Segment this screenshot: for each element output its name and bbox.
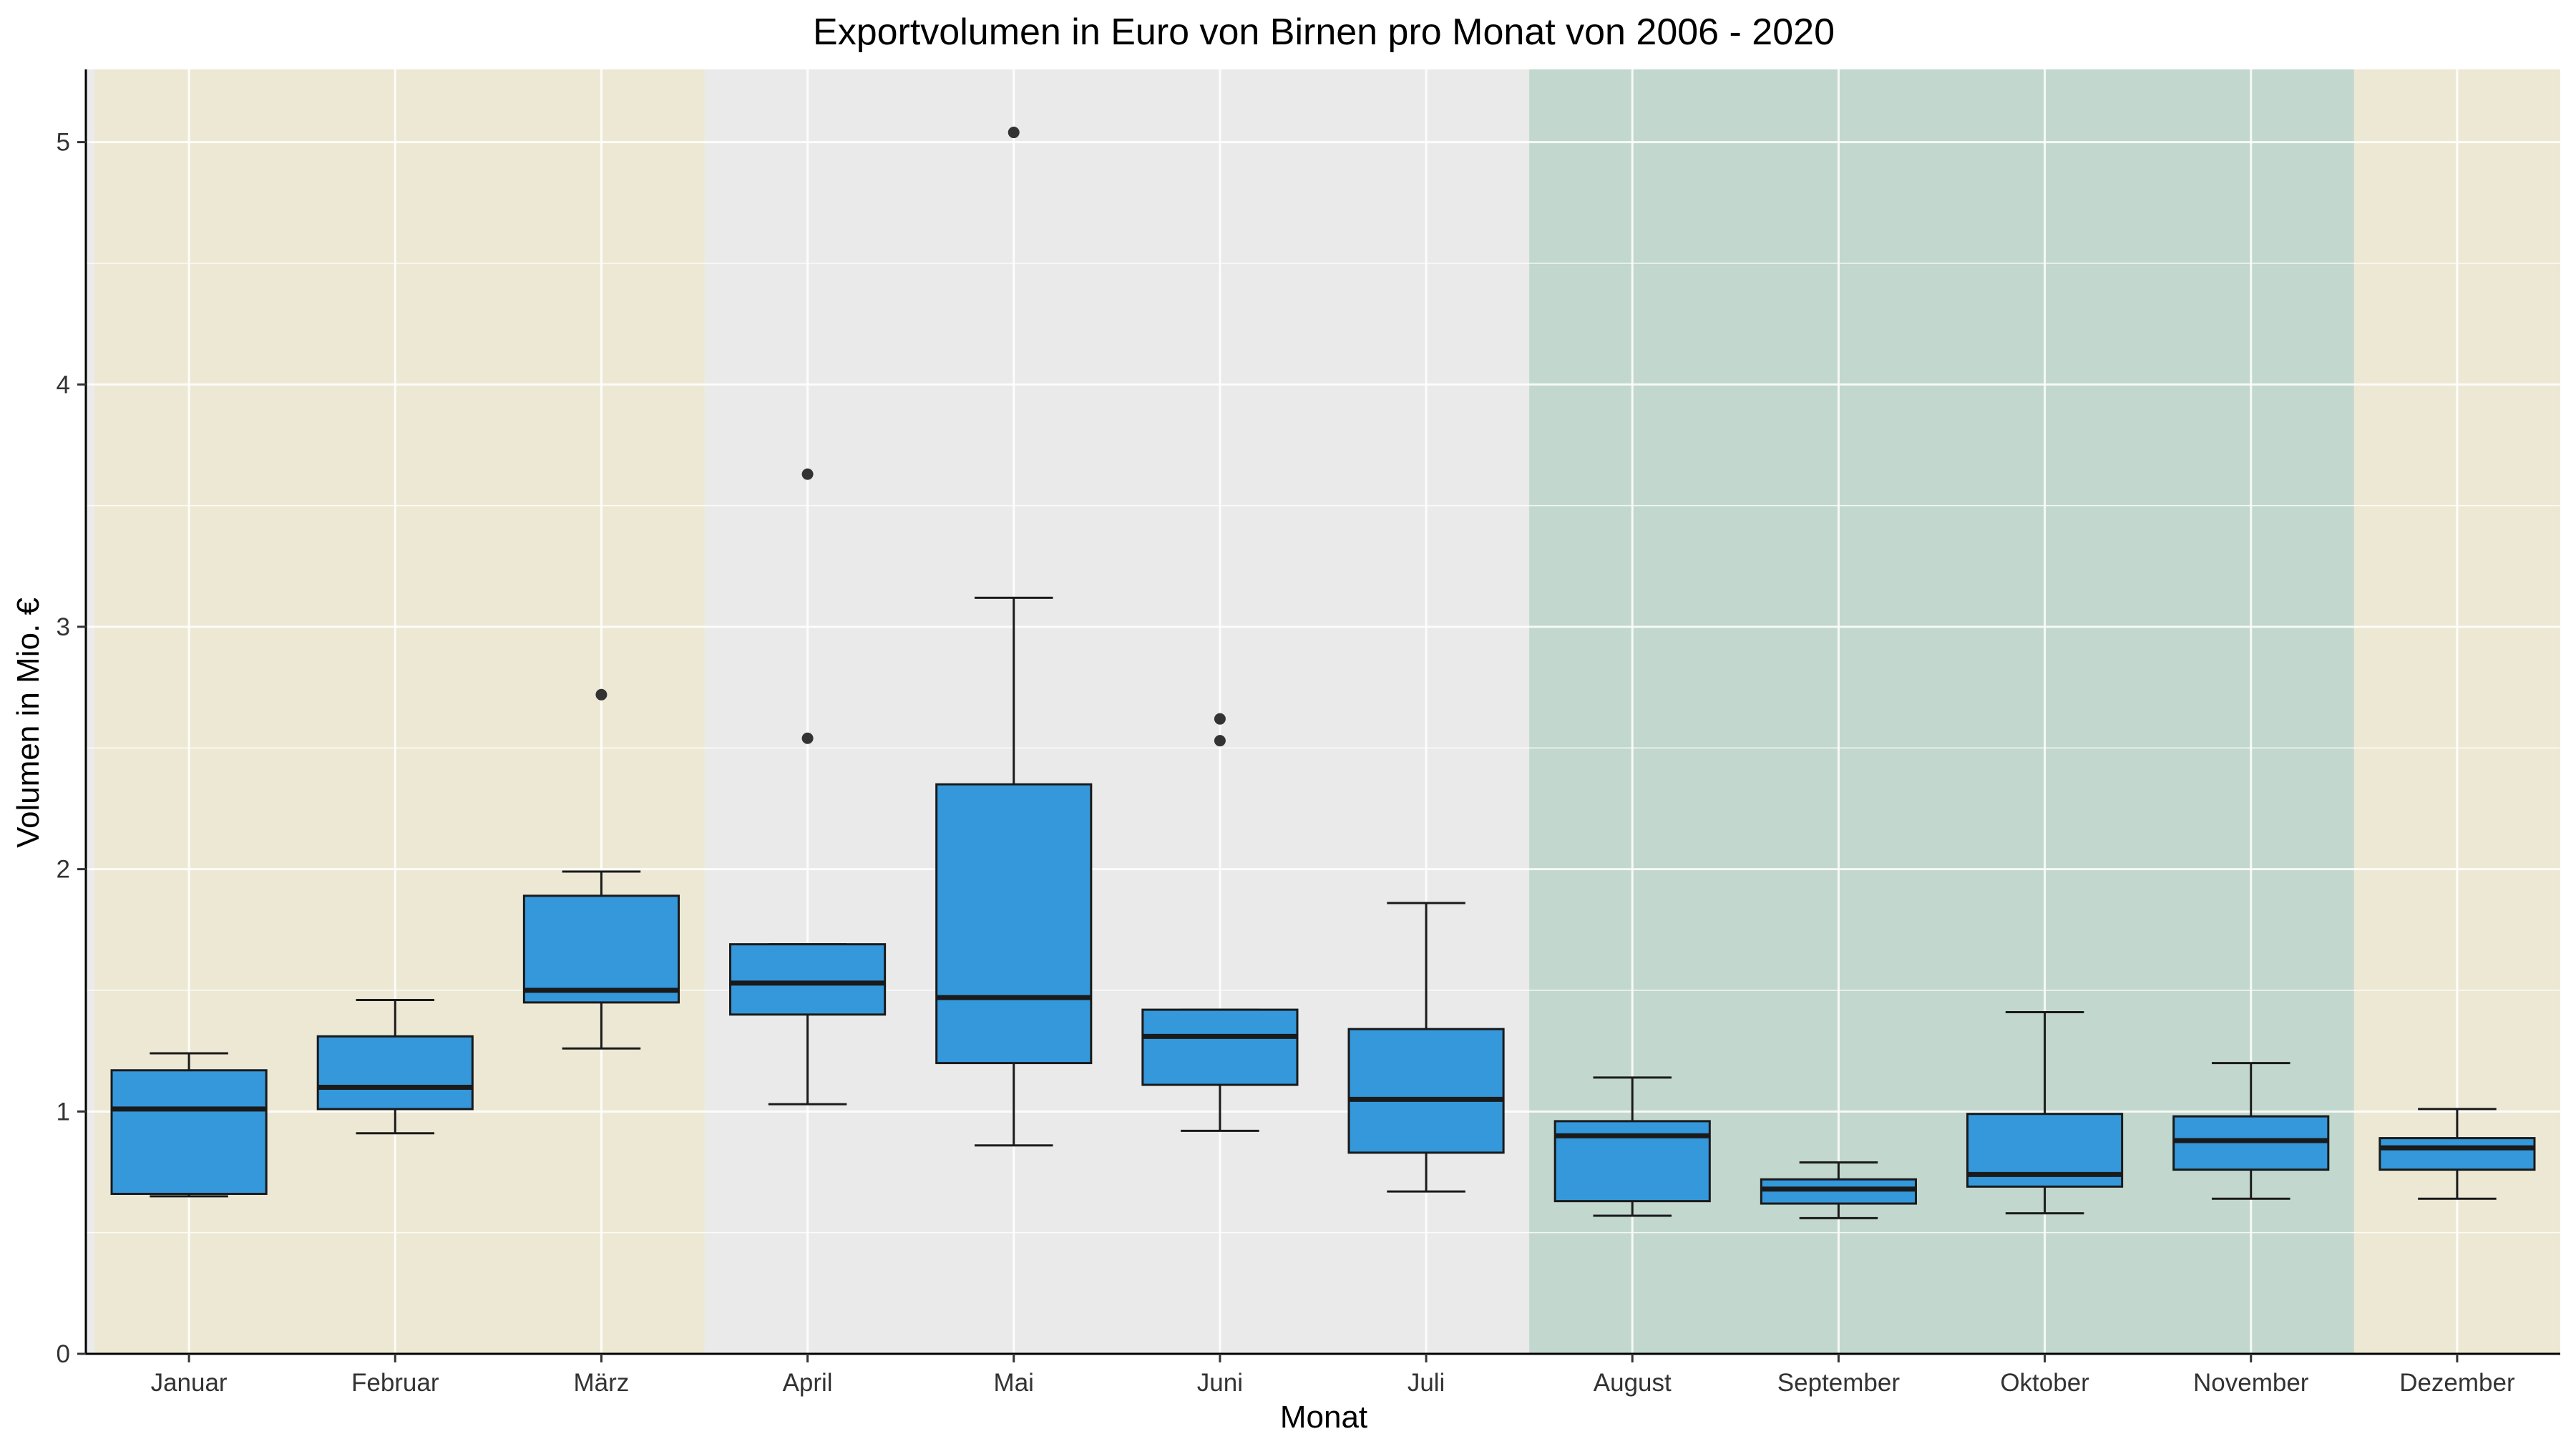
box-juli: [1347, 902, 1505, 1193]
iqr-box: [1141, 1008, 1299, 1086]
iqr-box: [2379, 1137, 2536, 1171]
outlier-point: [1214, 713, 1226, 725]
x-axis-title: Monat: [1280, 1400, 1367, 1435]
axes: 0 1 2 3 4 5 Januar Februar März April Mai Juni Juli A…: [57, 69, 2560, 1397]
y-tick-label: 1: [57, 1098, 70, 1126]
box-oktober: [1966, 1010, 2124, 1215]
box-dezember: [2379, 1108, 2536, 1200]
x-tick-label: Oktober: [2000, 1369, 2089, 1397]
x-tick-label: August: [1594, 1369, 1672, 1397]
x-tick-label: April: [783, 1369, 833, 1397]
y-tick-label: 5: [57, 129, 70, 157]
x-tick-label: Januar: [151, 1369, 228, 1397]
x-tick-label: Mai: [994, 1369, 1034, 1397]
x-tick-label: Juli: [1407, 1369, 1445, 1397]
box-august: [1553, 1076, 1711, 1217]
y-tick-label: 0: [57, 1340, 70, 1368]
box-februar: [316, 999, 474, 1135]
box-januar: [110, 1052, 268, 1198]
iqr-box: [316, 1035, 474, 1111]
iqr-box: [1553, 1120, 1711, 1203]
iqr-box: [935, 783, 1093, 1065]
box-september: [1760, 1161, 1917, 1219]
iqr-box: [729, 943, 887, 1016]
y-axis-title: Volumen in Mio. €: [11, 597, 46, 848]
x-tick-label: März: [574, 1369, 630, 1397]
outlier-point: [595, 688, 608, 701]
outlier-point: [1008, 127, 1020, 139]
chart-title: Exportvolumen in Euro von Birnen pro Mon…: [813, 11, 1835, 53]
outlier-point: [801, 732, 814, 744]
box-series: [110, 127, 2536, 1219]
y-tick-label: 2: [57, 856, 70, 884]
box-november: [2172, 1062, 2330, 1200]
iqr-box: [1347, 1028, 1505, 1154]
y-tick-label: 4: [57, 371, 70, 399]
x-tick-label: Dezember: [2399, 1369, 2515, 1397]
iqr-box: [522, 894, 680, 1004]
season-band-2: [704, 69, 1530, 1354]
outlier-point: [1214, 735, 1226, 747]
box-mai: [935, 127, 1093, 1147]
x-tick-label: Februar: [351, 1369, 439, 1397]
x-tick-label: November: [2193, 1369, 2309, 1397]
box-april: [729, 468, 887, 1106]
box-märz: [522, 688, 680, 1050]
outlier-point: [801, 468, 814, 480]
iqr-box: [110, 1069, 268, 1195]
box-juni: [1141, 713, 1299, 1132]
x-tick-label: Juni: [1197, 1369, 1243, 1397]
x-tick-label: September: [1777, 1369, 1901, 1397]
y-tick-label: 3: [57, 613, 70, 641]
